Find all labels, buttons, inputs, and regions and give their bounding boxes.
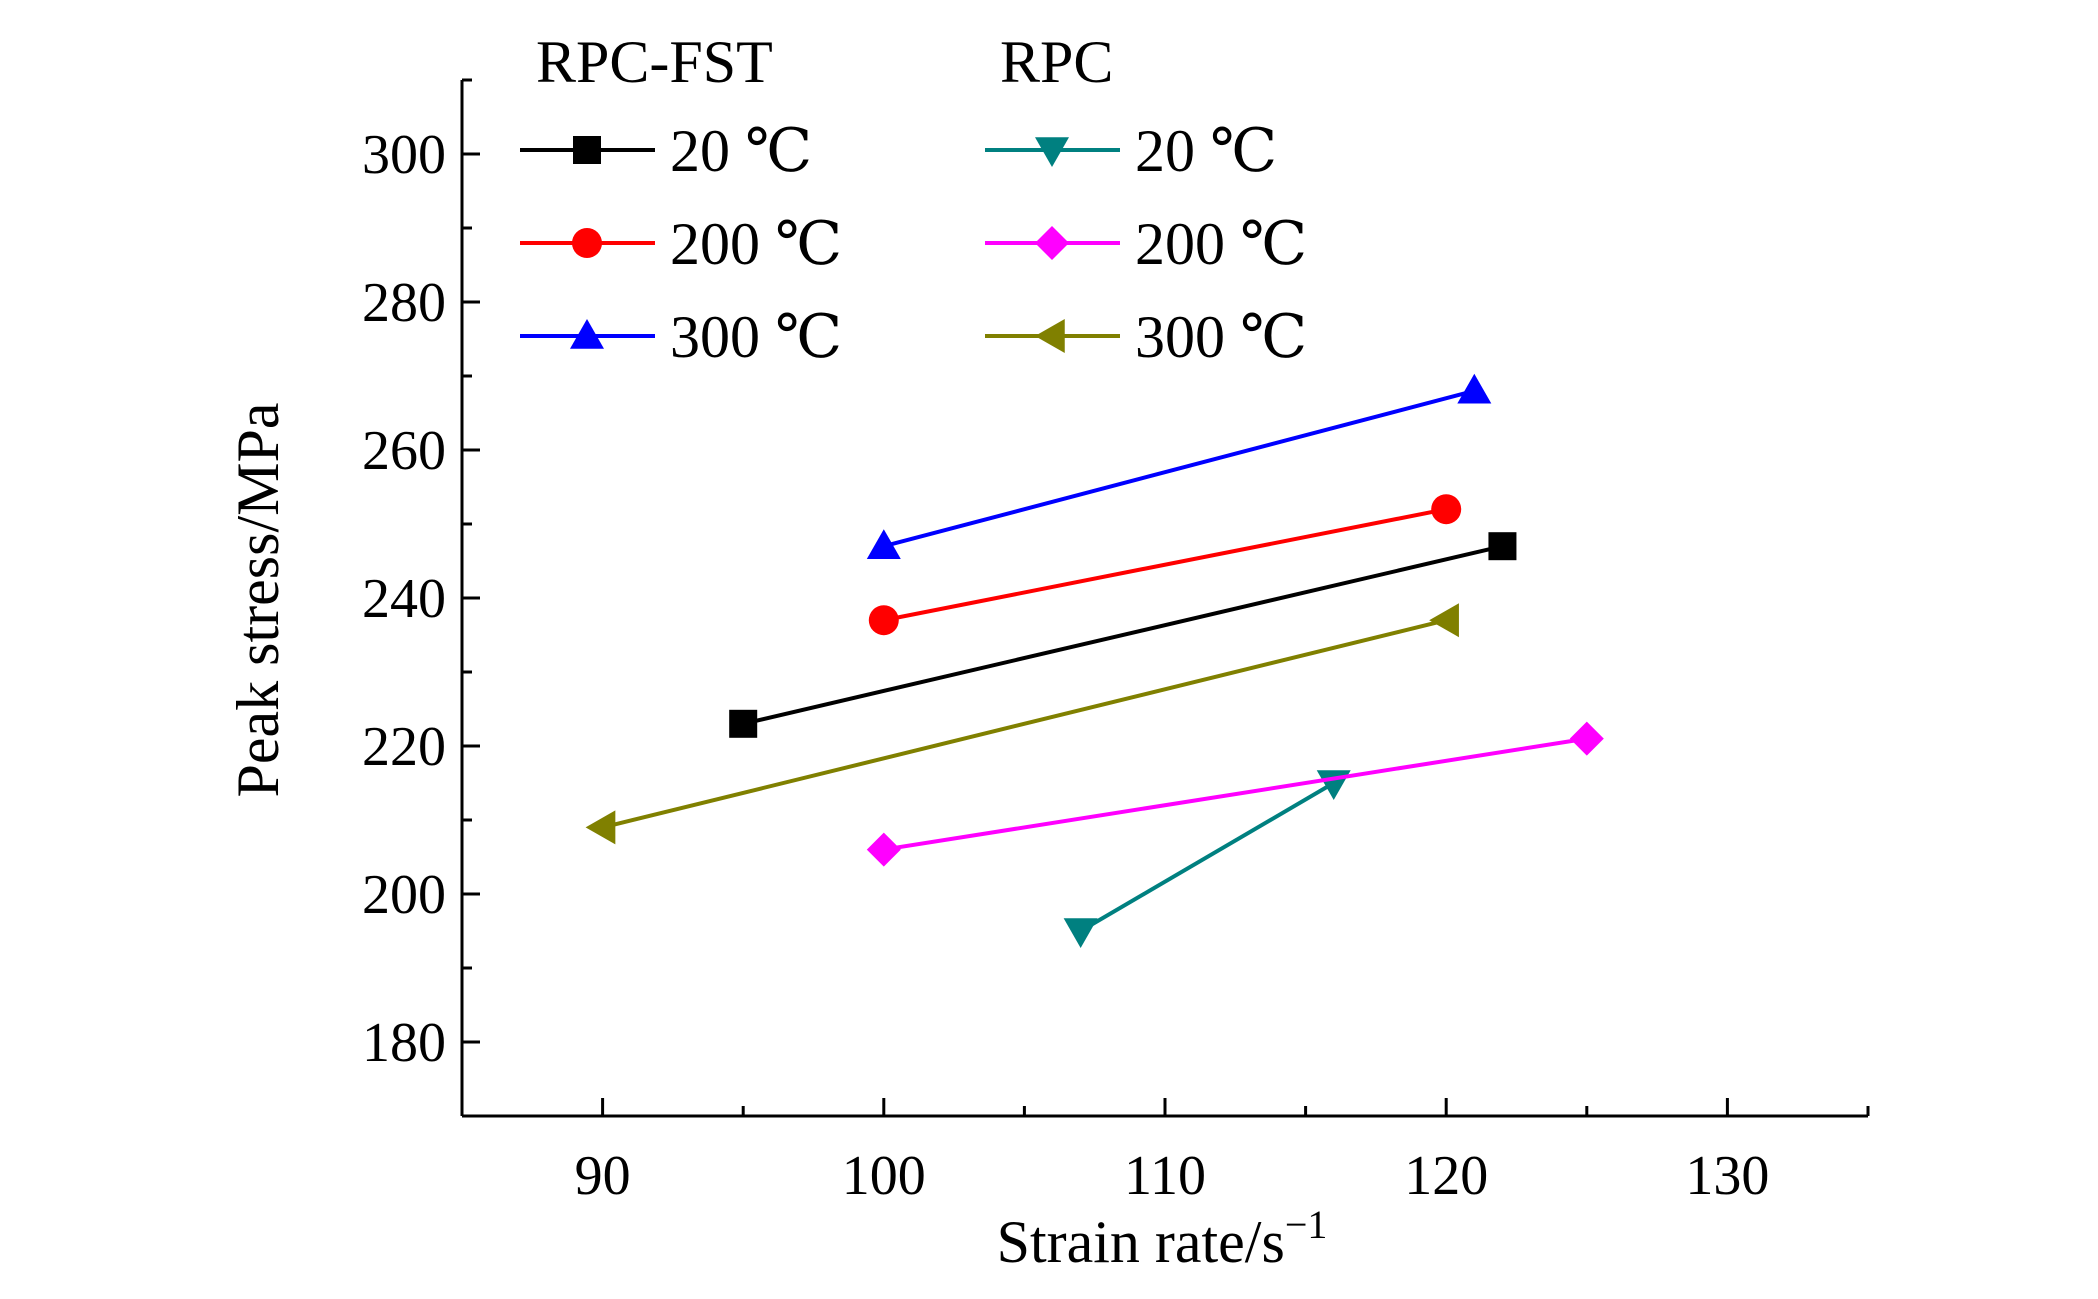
legend-group-title: RPC-FST [536,29,773,95]
series-line [1079,781,1335,933]
x-tick-label: 120 [1404,1145,1488,1207]
legend-label: 20 ℃ [670,118,812,184]
series-layer [585,373,1604,948]
data-point [866,529,901,559]
legend-swatch-marker [573,136,601,164]
x-axis-title-superscript: −1 [1285,1202,1328,1247]
legend-swatch-marker [1035,319,1065,353]
y-tick-label: 300 [362,124,446,186]
data-point [866,832,901,867]
legend-swatch-marker [1035,226,1069,260]
legend-item: 300 ℃ [520,304,842,370]
data-point [1488,532,1517,561]
series-line [883,507,1447,623]
legend-item: 200 ℃ [985,211,1307,277]
legend-label: 200 ℃ [670,211,842,277]
series-1 [868,494,1462,636]
legend-group-title: RPC [1000,29,1113,95]
y-tick-label: 220 [362,716,446,778]
legend-label: 200 ℃ [1135,211,1307,277]
legend-label: 300 ℃ [670,304,842,370]
y-tick-label: 180 [362,1012,446,1074]
x-axis-title-text: Strain rate/s [997,1209,1285,1275]
y-tick-label: 260 [362,420,446,482]
legend: RPC-FST RPC 20 ℃ 200 ℃ 300 ℃ 20 ℃ 200 ℃ 300 ℃ [520,29,1307,370]
y-tick-label: 200 [362,864,446,926]
data-point [729,709,758,738]
data-point [868,605,899,636]
x-tick-label: 90 [575,1145,631,1207]
legend-swatch-marker [572,228,602,258]
y-tick-label: 280 [362,272,446,334]
legend-label: 20 ℃ [1135,118,1277,184]
y-tick-label: 240 [362,568,446,630]
series-0 [729,532,1517,738]
x-tick-label: 130 [1685,1145,1769,1207]
data-point [1429,603,1459,638]
series-line [742,544,1503,726]
data-point [1569,721,1604,756]
legend-item: 20 ℃ [520,118,812,184]
data-point [1457,373,1492,404]
series-2 [866,373,1492,559]
axes: 90 100 110 120 130 180 200 220 240 260 280 300 [362,78,1870,1207]
legend-item: 200 ℃ [520,211,842,277]
legend-swatch-marker [570,319,604,349]
x-tick-label: 110 [1124,1145,1206,1207]
y-axis-title: Peak stress/MPa [225,403,291,798]
legend-item: 20 ℃ [985,118,1277,184]
series-4 [866,721,1604,867]
legend-swatch-marker [1035,137,1069,167]
data-point [585,810,616,845]
legend-item: 300 ℃ [985,304,1307,370]
data-point [1431,494,1462,525]
series-line [883,388,1475,549]
series-line [883,736,1588,852]
x-tick-label: 100 [842,1145,926,1207]
series-5 [585,603,1459,845]
x-axis-title: Strain rate/s−1 [997,1202,1328,1275]
legend-label: 300 ℃ [1135,304,1307,370]
data-point [1063,918,1098,948]
series-line [602,618,1447,830]
